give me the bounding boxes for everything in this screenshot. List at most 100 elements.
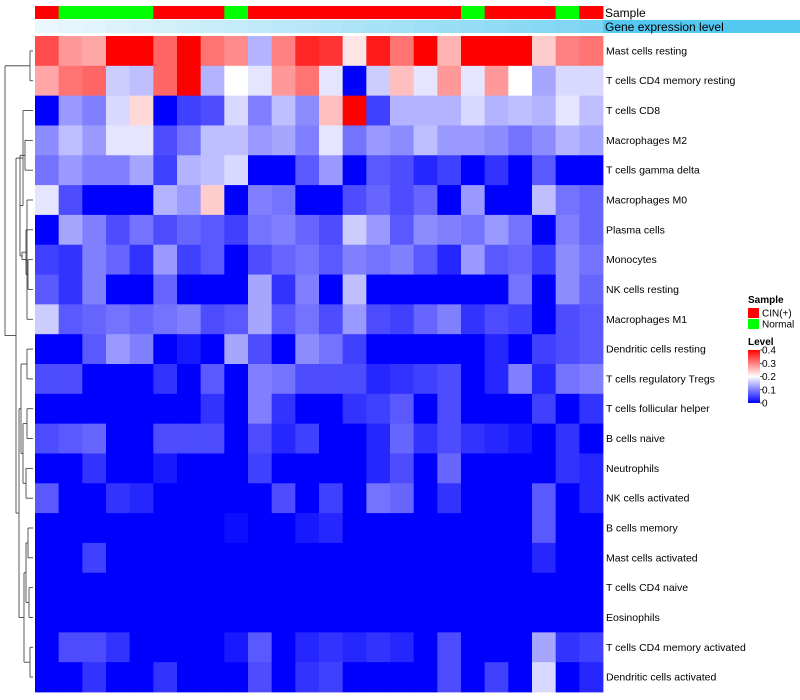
sample-annotation-cell: [82, 6, 107, 19]
heatmap-cell: [579, 453, 604, 484]
heatmap-cell: [366, 393, 391, 425]
heatmap-cell: [58, 364, 83, 395]
heatmap-cell: [437, 95, 462, 126]
heatmap-cell: [342, 602, 367, 633]
heatmap-cell: [177, 632, 202, 663]
sample-annotation-cell: [342, 6, 367, 19]
heatmap-cell: [82, 602, 107, 633]
heatmap-cell: [508, 602, 533, 633]
heatmap-cell: [177, 95, 202, 126]
heatmap-cell: [129, 155, 154, 186]
heatmap-cell: [484, 542, 509, 574]
heatmap-cell: [555, 214, 580, 246]
heatmap-cell: [106, 662, 131, 693]
heatmap-cell: [319, 423, 344, 454]
heatmap-cell: [106, 602, 131, 633]
heatmap-cell: [413, 513, 438, 544]
heatmap-cell: [129, 393, 154, 425]
heatmap-cell: [271, 214, 296, 246]
heatmap-cell: [484, 364, 509, 395]
heatmap-cell: [271, 542, 296, 574]
heatmap-cell: [271, 185, 296, 216]
heatmap-cell: [153, 662, 178, 693]
heatmap-cell: [153, 304, 178, 335]
heatmap-cell: [106, 572, 131, 603]
heatmap-cell: [35, 662, 60, 693]
heatmap-cell: [129, 65, 154, 97]
heatmap-cell: [319, 483, 344, 514]
heatmap-cell: [177, 155, 202, 186]
heatmap-cell: [437, 542, 462, 574]
heatmap-cell: [579, 185, 604, 216]
heatmap-cell: [413, 393, 438, 425]
row-label: T cells follicular helper: [606, 403, 710, 415]
expression-annotation-cell: [82, 20, 107, 33]
heatmap-cell: [413, 185, 438, 216]
heatmap-cell: [461, 95, 486, 126]
heatmap-cell: [484, 185, 509, 216]
heatmap-cell: [224, 274, 249, 305]
heatmap-cell: [295, 36, 320, 67]
heatmap-cell: [579, 274, 604, 305]
expression-annotation-cell: [532, 20, 557, 33]
heatmap-cell: [319, 602, 344, 633]
heatmap-cell: [366, 36, 391, 67]
heatmap-cell: [390, 662, 415, 693]
legend-tick-label: 0.1: [762, 385, 776, 396]
heatmap-cell: [484, 393, 509, 425]
heatmap-cell: [224, 513, 249, 544]
heatmap-cell: [153, 155, 178, 186]
heatmap-cell: [224, 662, 249, 693]
heatmap-cell: [200, 155, 225, 186]
sample-annotation-cell: [248, 6, 273, 19]
heatmap-cell: [319, 364, 344, 395]
heatmap-cell: [271, 65, 296, 97]
heatmap-cell: [437, 393, 462, 425]
expression-annotation-label: Gene expression level: [605, 20, 724, 34]
legend-tick-label: 0.2: [762, 372, 776, 383]
heatmap-cell: [437, 483, 462, 514]
heatmap-cell: [153, 572, 178, 603]
heatmap-cell: [248, 602, 273, 633]
expression-annotation-cell: [366, 20, 391, 33]
heatmap-cell: [555, 364, 580, 395]
heatmap-cell: [106, 95, 131, 126]
heatmap-cell: [153, 334, 178, 365]
row-label: B cells naive: [606, 433, 665, 445]
heatmap-cell: [129, 483, 154, 514]
heatmap-cell: [366, 572, 391, 603]
heatmap-cell: [342, 483, 367, 514]
heatmap-cell: [366, 632, 391, 663]
heatmap-cell: [484, 244, 509, 275]
heatmap-cell: [58, 393, 83, 425]
heatmap-cell: [413, 602, 438, 633]
heatmap-cell: [319, 542, 344, 574]
heatmap-cell: [508, 513, 533, 544]
row-label: T cells CD4 memory activated: [606, 642, 746, 654]
heatmap-cell: [295, 542, 320, 574]
heatmap-cell: [200, 304, 225, 335]
heatmap-cell: [35, 632, 60, 663]
heatmap-cell: [437, 453, 462, 484]
heatmap-cell: [271, 453, 296, 484]
heatmap-cell: [390, 364, 415, 395]
heatmap-cell: [106, 304, 131, 335]
heatmap-cell: [342, 214, 367, 246]
heatmap-cell: [248, 214, 273, 246]
expression-annotation-cell: [484, 20, 509, 33]
heatmap-cell: [129, 364, 154, 395]
heatmap-cell: [295, 334, 320, 365]
heatmap-cell: [366, 95, 391, 126]
heatmap-cell: [248, 185, 273, 216]
expression-annotation-cell: [413, 20, 438, 33]
heatmap-cell: [461, 513, 486, 544]
heatmap-cell: [58, 214, 83, 246]
heatmap-cell: [437, 244, 462, 275]
heatmap-cell: [437, 65, 462, 97]
heatmap-cell: [532, 483, 557, 514]
heatmap-cell: [579, 214, 604, 246]
heatmap-cell: [35, 95, 60, 126]
heatmap-cell: [35, 513, 60, 544]
heatmap-cell: [82, 513, 107, 544]
